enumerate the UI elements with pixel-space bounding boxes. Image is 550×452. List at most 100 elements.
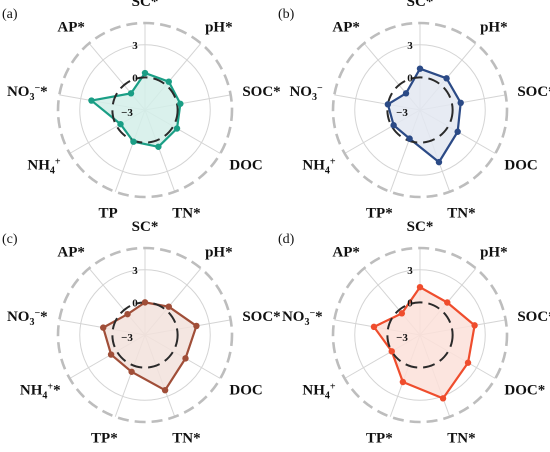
axis-label-ap: AP* — [57, 20, 85, 36]
zero-ring — [386, 76, 454, 144]
data-point-doc — [182, 355, 189, 362]
data-point-sc — [416, 65, 424, 72]
axis-label-tn: TN* — [447, 430, 475, 446]
axis-label-sc: SC* — [132, 0, 159, 10]
data-point-tp — [130, 138, 137, 145]
data-point-ap — [124, 310, 131, 318]
series-polygon — [102, 301, 198, 392]
grid-ring-3 — [79, 44, 211, 176]
axis-label-nh4: NH4+* — [20, 382, 61, 402]
axis-label-tn: TN* — [447, 205, 475, 221]
axis-label-tn: TN* — [172, 430, 200, 446]
panel-label: (a) — [2, 7, 18, 22]
tick-label: 3 — [407, 265, 413, 277]
outer-grid-ring — [56, 21, 234, 199]
outer-grid-ring — [331, 21, 509, 199]
axis-label-ph: pH* — [205, 20, 233, 36]
axis-label-soc: SOC* — [517, 309, 550, 325]
data-point-tn — [435, 158, 443, 166]
tick-label: 0 — [407, 72, 413, 84]
series-polygon — [90, 71, 182, 148]
axis-label-ap: AP* — [332, 245, 360, 261]
tick-label: 0 — [407, 297, 413, 309]
data-point-sc — [141, 69, 149, 77]
axis-label-soc: SOC* — [242, 309, 280, 325]
tick-label: −3 — [396, 107, 408, 119]
radar-panel-a: (a) 3 0 −3 SC* pH* SOC* DOC TN* TP NH4+ NO3−* AP* — [2, 0, 281, 221]
data-point-nh4 — [388, 348, 395, 355]
axis-label-tn: TN* — [172, 205, 200, 221]
data-point-tp — [406, 135, 413, 142]
tick-label: −3 — [121, 332, 133, 344]
grid-ring-3 — [354, 269, 486, 401]
axis-label-ap: AP* — [57, 245, 85, 261]
panel-label: (b) — [278, 7, 295, 22]
data-point-doc — [464, 359, 472, 366]
tick-label: 3 — [407, 40, 413, 52]
axis-label-no3: NO3−* — [7, 83, 48, 103]
axis-label-nh4: NH4+ — [302, 382, 336, 402]
data-point-soc — [471, 322, 478, 329]
zero-ring — [386, 301, 454, 369]
tick-label: 0 — [132, 72, 138, 84]
axis-label-tp: TP* — [366, 430, 393, 446]
radar-panel-c: (c) 3 0 −3 SC* pH* SOC* DOC TN* TP* NH4+* NO3−* AP* — [2, 219, 281, 446]
data-point-ap — [398, 310, 406, 317]
tick-label: −3 — [121, 107, 133, 119]
axis-label-tp: TP — [99, 205, 118, 221]
axis-label-soc: SOC* — [517, 84, 550, 100]
outer-grid-ring — [56, 246, 234, 424]
data-point-nh4 — [390, 122, 397, 129]
tick-label: 3 — [132, 265, 138, 277]
axis-label-sc: SC* — [407, 219, 434, 235]
axis-label-doc: DOC — [504, 158, 537, 174]
tick-label: −3 — [396, 332, 408, 344]
axis-label-soc: SOC* — [242, 84, 280, 100]
data-point-no3 — [384, 101, 392, 108]
axis-label-doc: DOC* — [504, 383, 545, 399]
data-point-ap — [402, 90, 410, 97]
axis-label-doc: DOC — [229, 158, 262, 174]
data-point-tp — [399, 378, 407, 386]
zero-ring — [111, 76, 179, 144]
data-point-no3 — [100, 324, 107, 331]
data-point-ap — [127, 90, 135, 97]
data-point-nh4 — [117, 120, 124, 128]
data-point-doc — [173, 125, 181, 132]
axis-label-nh4: NH4+ — [302, 157, 336, 177]
axis-label-no3: NO3−* — [7, 308, 48, 328]
tick-label: 0 — [132, 297, 138, 309]
axis-label-sc: SC* — [407, 0, 434, 10]
data-point-tn — [161, 386, 169, 394]
axis-label-doc: DOC — [229, 383, 262, 399]
axis-label-tp: TP* — [366, 205, 393, 221]
grid-ring-3 — [79, 269, 211, 401]
axis-label-sc: SC* — [132, 219, 159, 235]
data-point-ph — [165, 303, 172, 310]
data-point-soc — [177, 100, 184, 107]
panel-label: (c) — [2, 232, 18, 247]
data-point-tp — [128, 368, 135, 375]
data-point-tn — [439, 395, 447, 402]
axis-label-nh4: NH4+ — [27, 157, 60, 177]
axis-label-ph: pH* — [205, 245, 233, 261]
radar-panel-d: (d) 3 0 −3 SC* pH* SOC* DOC* TN* TP* NH4+ NO3−* AP* — [278, 219, 550, 446]
tick-label: 3 — [132, 40, 138, 52]
axis-label-ap: AP* — [332, 20, 360, 36]
radar-panel-b: (b) 3 0 −3 SC* pH* SOC* DOC TN* TP* NH4+ NO3− AP* — [278, 0, 550, 221]
axis-label-no3: NO3− — [289, 83, 323, 103]
axis-label-ph: pH* — [480, 245, 508, 261]
grid-ring-3 — [354, 44, 486, 176]
data-point-ph — [444, 299, 451, 306]
data-point-sc — [416, 283, 424, 291]
data-point-no3 — [370, 323, 378, 331]
data-point-sc — [141, 299, 149, 306]
axis-label-no3: NO3−* — [282, 308, 323, 328]
data-point-tn — [155, 143, 162, 150]
data-point-ph — [165, 78, 172, 85]
data-point-nh4 — [107, 351, 115, 358]
data-point-doc — [454, 128, 461, 135]
data-point-no3 — [88, 97, 95, 104]
data-point-soc — [193, 322, 200, 330]
